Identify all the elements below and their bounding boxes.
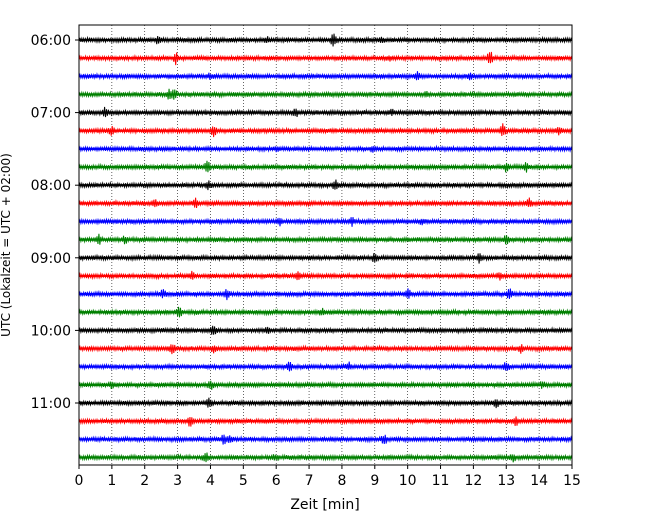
- x-tick-label: 14: [530, 473, 548, 489]
- y-tick-label: 07:00: [31, 106, 71, 122]
- x-tick-label: 8: [337, 473, 346, 489]
- x-tick-label: 11: [432, 473, 450, 489]
- x-tick-label: 12: [464, 473, 482, 489]
- x-tick-label: 13: [497, 473, 515, 489]
- y-axis-title: UTC (Lokalzeit = UTC + 02:00): [0, 153, 13, 337]
- plot-frame: [78, 24, 573, 466]
- x-tick-label: 3: [173, 473, 182, 489]
- axis-ticks: 0 1 2 3 4 5 6 7 8 9 10 11 12 13 14 1506:0007:0008:0009:…: [31, 33, 581, 489]
- x-tick-label: 4: [206, 473, 215, 489]
- x-axis-title: Zeit [min]: [290, 497, 359, 513]
- y-tick-label: 09:00: [31, 251, 71, 267]
- x-tick-label: 9: [370, 473, 379, 489]
- y-tick-label: 06:00: [31, 33, 71, 49]
- x-tick-label: 7: [305, 473, 314, 489]
- x-tick-label: 0: [75, 473, 84, 489]
- x-tick-label: 15: [563, 473, 581, 489]
- grid-lines: [111, 25, 540, 465]
- y-tick-label: 08:00: [31, 178, 71, 194]
- y-tick-label: 11:00: [31, 396, 71, 412]
- x-tick-label: 2: [140, 473, 149, 489]
- seismic-traces: [78, 33, 573, 463]
- x-tick-label: 1: [107, 473, 116, 489]
- x-tick-label: 10: [399, 473, 417, 489]
- x-tick-label: 6: [272, 473, 281, 489]
- y-tick-label: 10:00: [31, 323, 71, 339]
- x-tick-label: 5: [239, 473, 248, 489]
